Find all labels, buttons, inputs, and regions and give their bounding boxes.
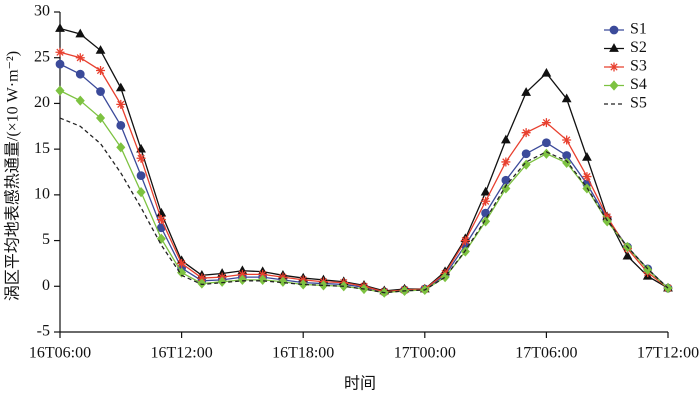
data-point — [298, 279, 308, 290]
data-point — [500, 134, 511, 144]
data-point — [136, 143, 146, 153]
legend-label: S3 — [630, 58, 647, 75]
data-point — [501, 183, 511, 194]
series-line — [59, 51, 669, 293]
x-axis-label: 时间 — [344, 375, 376, 393]
data-point — [136, 153, 146, 163]
legend-label: S5 — [630, 95, 647, 112]
data-point — [501, 157, 511, 167]
data-point — [95, 45, 106, 54]
legend-label: S4 — [630, 76, 647, 93]
data-point — [541, 118, 551, 128]
legend-marker — [609, 43, 619, 52]
y-tick-label: 0 — [42, 277, 50, 294]
data-point — [480, 186, 491, 196]
data-point — [237, 269, 247, 279]
y-tick-label: 25 — [34, 48, 50, 65]
data-point — [541, 67, 552, 77]
data-point — [521, 87, 532, 96]
data-point — [177, 258, 187, 268]
data-point — [116, 99, 126, 109]
data-point — [217, 276, 227, 287]
data-point — [197, 278, 207, 289]
data-point — [116, 142, 126, 153]
data-point — [278, 276, 288, 287]
x-tick-label: 17T12:00 — [637, 345, 699, 362]
data-point — [156, 215, 166, 225]
data-point — [521, 149, 531, 159]
y-tick-label: 10 — [34, 186, 50, 203]
data-point — [440, 272, 450, 283]
data-point — [136, 171, 146, 181]
data-point — [521, 159, 531, 170]
data-point — [55, 59, 65, 69]
data-point — [481, 196, 491, 206]
data-point — [541, 148, 551, 159]
data-point — [116, 120, 126, 130]
data-point — [96, 66, 106, 76]
data-point — [562, 151, 572, 160]
x-tick-label: 17T00:00 — [394, 345, 456, 362]
series-line — [59, 117, 669, 294]
legend-marker — [609, 25, 619, 35]
data-point — [197, 273, 207, 283]
x-tick-label: 16T18:00 — [272, 345, 334, 362]
data-point — [561, 93, 572, 103]
data-point — [136, 187, 146, 198]
data-point — [55, 85, 65, 96]
data-point — [156, 233, 166, 244]
legend-marker — [609, 80, 619, 91]
data-point — [75, 53, 85, 63]
data-point — [96, 87, 105, 96]
series-line — [59, 90, 669, 294]
data-point — [258, 274, 268, 285]
data-point — [562, 157, 572, 168]
y-tick-label: -5 — [37, 323, 50, 340]
data-point — [562, 135, 572, 145]
y-tick-label: 5 — [42, 231, 50, 248]
legend-label: S2 — [630, 39, 647, 56]
x-tick-label: 16T06:00 — [29, 345, 91, 362]
data-point — [521, 128, 531, 138]
x-tick-label: 17T06:00 — [515, 345, 577, 362]
data-point — [582, 172, 592, 182]
y-tick-label: 20 — [34, 94, 50, 111]
data-point — [460, 236, 470, 246]
data-point — [55, 23, 65, 32]
data-point — [75, 69, 85, 79]
y-tick-label: 30 — [34, 3, 50, 20]
data-point — [541, 138, 551, 148]
y-tick-label: 15 — [34, 140, 50, 157]
data-point — [237, 274, 247, 285]
legend-label: S1 — [630, 21, 647, 38]
x-tick-label: 16T12:00 — [150, 345, 212, 362]
data-point — [95, 112, 106, 124]
data-point — [501, 175, 511, 185]
data-point — [582, 152, 592, 161]
data-point — [258, 269, 268, 279]
legend-marker — [609, 62, 619, 72]
series-line — [59, 63, 669, 293]
data-point — [115, 82, 126, 92]
data-point — [318, 280, 329, 291]
data-point — [622, 250, 633, 260]
y-axis-label: 涡区平均地表感热通量/(×10 W·m⁻²) — [4, 51, 22, 301]
data-point — [55, 47, 65, 57]
data-point — [75, 95, 85, 106]
data-point — [75, 28, 86, 38]
series-line — [59, 27, 669, 292]
